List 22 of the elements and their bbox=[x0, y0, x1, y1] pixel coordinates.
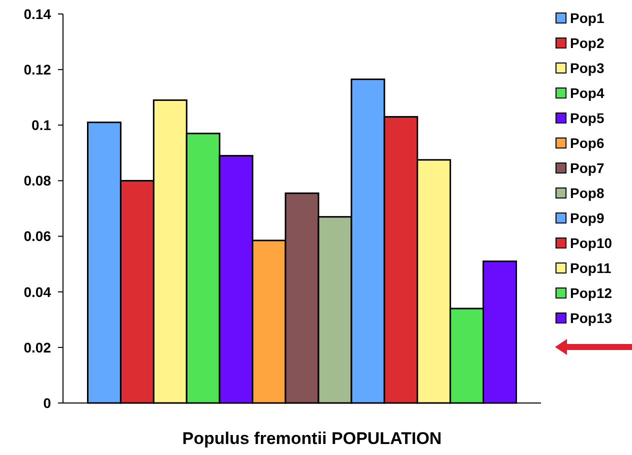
legend-label: Pop11 bbox=[570, 260, 612, 276]
legend-label: Pop8 bbox=[570, 184, 604, 201]
legend-label: Pop9 bbox=[570, 210, 604, 226]
legend-label: Pop2 bbox=[570, 34, 604, 51]
y-tick-label: 0.1 bbox=[32, 117, 52, 134]
legend-label: Pop1 bbox=[570, 10, 604, 26]
legend-label: Pop5 bbox=[570, 110, 604, 126]
legend-label: Pop4 bbox=[570, 84, 604, 101]
legend-label: Pop12 bbox=[570, 284, 612, 301]
legend-label: Pop6 bbox=[570, 134, 604, 151]
y-tick-label: 0.06 bbox=[24, 228, 52, 244]
x-axis-title: Populus fremontii POPULATION bbox=[182, 429, 442, 448]
y-tick-label: 0.02 bbox=[24, 339, 52, 356]
legend-label: Pop13 bbox=[570, 310, 612, 326]
legend-label: Pop7 bbox=[570, 160, 604, 176]
y-tick-label: 0.14 bbox=[24, 6, 52, 22]
y-tick-label: 0.12 bbox=[24, 61, 52, 78]
y-tick-label: 0.08 bbox=[24, 172, 52, 189]
legend-label: Pop3 bbox=[570, 60, 604, 76]
legend-label: Pop10 bbox=[570, 234, 612, 251]
y-tick-label: 0 bbox=[43, 394, 52, 411]
y-tick-label: 0.04 bbox=[24, 284, 52, 300]
